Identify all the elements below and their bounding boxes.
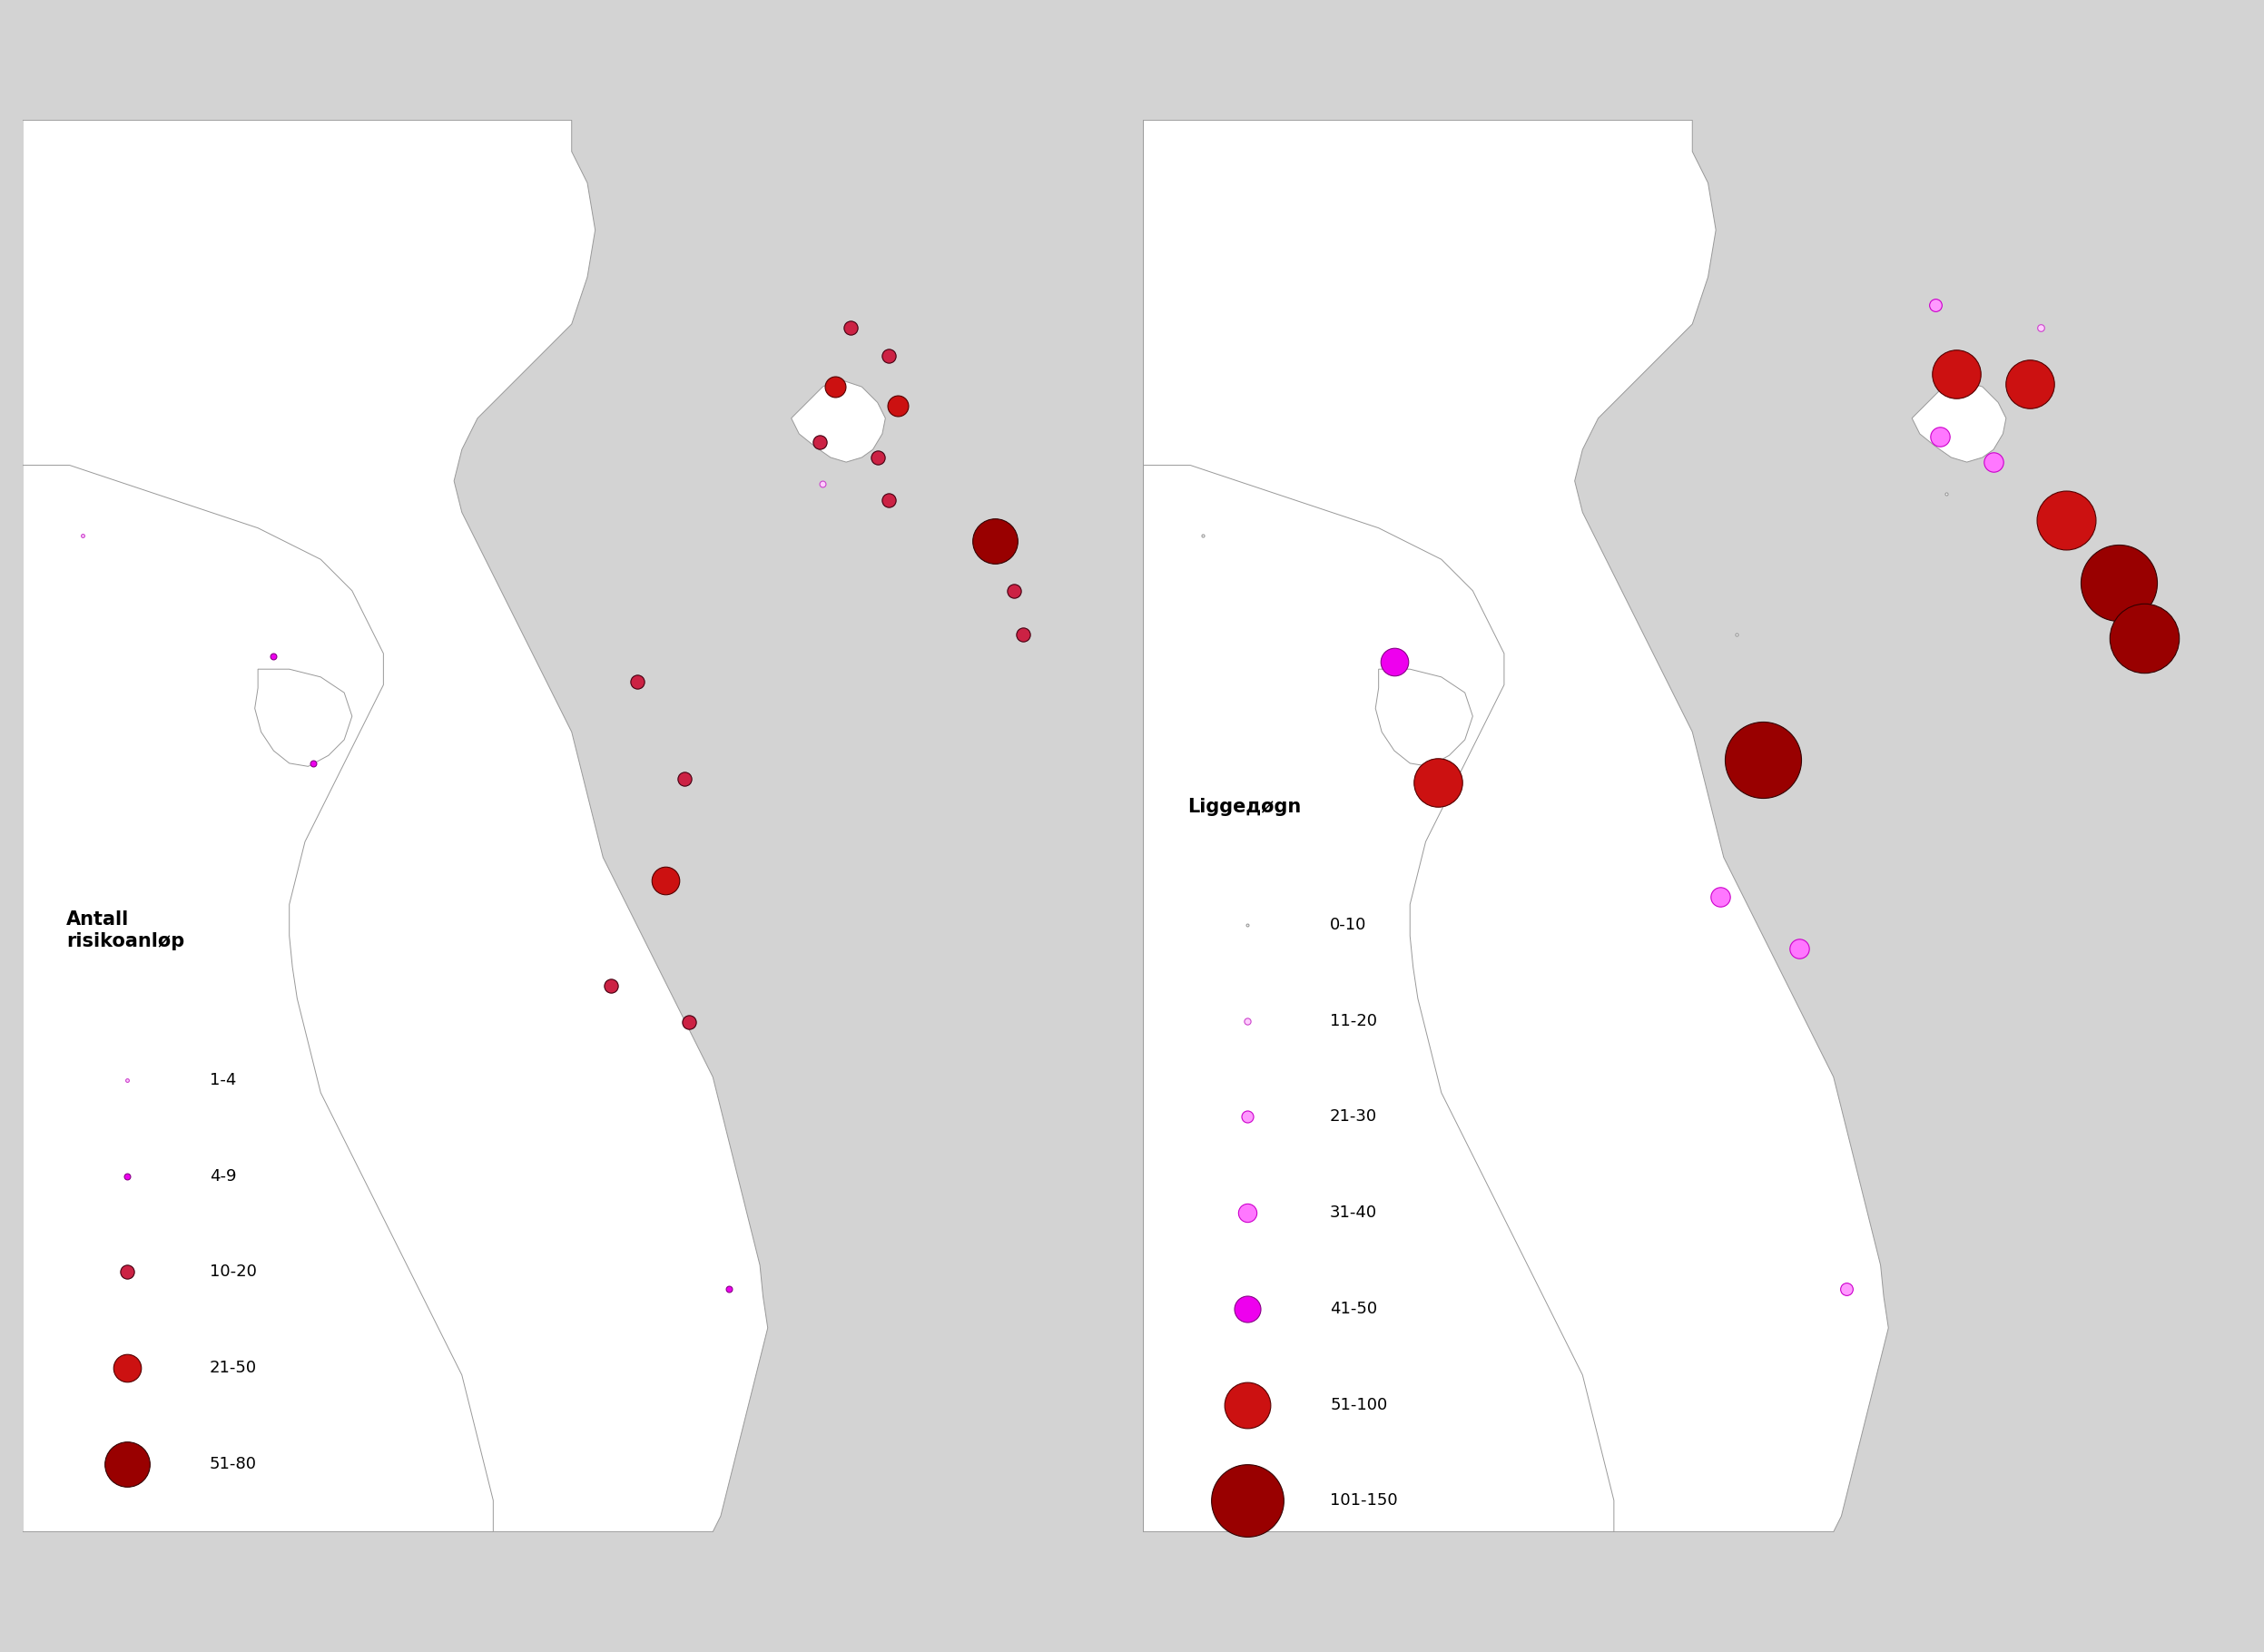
Point	[869, 342, 906, 368]
Polygon shape	[1143, 121, 1888, 1531]
Polygon shape	[23, 466, 494, 1531]
Point	[1718, 621, 1755, 648]
Polygon shape	[792, 378, 885, 463]
Point	[978, 527, 1014, 553]
Point	[2047, 507, 2083, 534]
Point	[2101, 570, 2137, 596]
Point	[1141, 1505, 1177, 1531]
Text: 11-20: 11-20	[1329, 1013, 1377, 1029]
Point	[1918, 292, 1954, 319]
Point	[2022, 314, 2058, 340]
Point	[996, 578, 1032, 605]
Point	[1141, 1472, 1177, 1498]
Point	[294, 750, 331, 776]
Polygon shape	[256, 669, 353, 767]
Point	[860, 444, 897, 471]
Polygon shape	[1143, 466, 1614, 1531]
Point	[833, 314, 869, 340]
Point	[20, 1500, 57, 1526]
Point	[666, 767, 702, 793]
Point	[593, 973, 629, 999]
Text: 101-150: 101-150	[1329, 1493, 1397, 1508]
Point	[620, 669, 657, 695]
Point	[1420, 768, 1456, 795]
Point	[20, 1490, 57, 1517]
Point	[711, 1275, 747, 1302]
Text: 51-80: 51-80	[208, 1455, 256, 1472]
Point	[1827, 1275, 1863, 1302]
Text: 51-100: 51-100	[1329, 1396, 1388, 1412]
Point	[2126, 624, 2162, 651]
Point	[1184, 522, 1220, 548]
Point	[1782, 935, 1818, 961]
Text: Antall
risikoanløp: Antall risikoanløp	[66, 910, 186, 950]
Point	[1141, 1493, 1177, 1520]
Point	[1141, 1483, 1177, 1510]
Point	[256, 643, 292, 669]
Text: 21-50: 21-50	[208, 1360, 256, 1376]
Text: 1-4: 1-4	[208, 1072, 235, 1089]
Point	[20, 1469, 57, 1495]
Point	[1976, 449, 2013, 476]
Polygon shape	[23, 121, 767, 1531]
Point	[1929, 481, 1965, 507]
Point	[20, 1512, 57, 1538]
Point	[1141, 1462, 1177, 1488]
Point	[20, 1479, 57, 1505]
Polygon shape	[1377, 669, 1472, 767]
Point	[1746, 747, 1782, 773]
Point	[63, 522, 100, 548]
Point	[801, 428, 838, 454]
Point	[817, 373, 854, 400]
Point	[1938, 362, 1974, 388]
Point	[869, 487, 906, 514]
Point	[804, 471, 840, 497]
Point	[1141, 1450, 1177, 1477]
Text: Liggедøgn: Liggедøgn	[1186, 798, 1302, 816]
Text: 21-30: 21-30	[1329, 1108, 1377, 1125]
Point	[670, 1009, 706, 1036]
Point	[1005, 621, 1041, 648]
Text: 4-9: 4-9	[208, 1168, 235, 1184]
Point	[648, 867, 684, 894]
Point	[1703, 884, 1739, 910]
Text: 31-40: 31-40	[1329, 1204, 1377, 1221]
Text: 0-10: 0-10	[1329, 917, 1367, 933]
Text: 10-20: 10-20	[208, 1264, 256, 1280]
Point	[881, 393, 917, 420]
Point	[1377, 648, 1413, 674]
Point	[1922, 425, 1958, 451]
Point	[2010, 370, 2047, 396]
Point	[1141, 1515, 1177, 1541]
Polygon shape	[1911, 378, 2006, 463]
Text: 41-50: 41-50	[1329, 1300, 1377, 1317]
